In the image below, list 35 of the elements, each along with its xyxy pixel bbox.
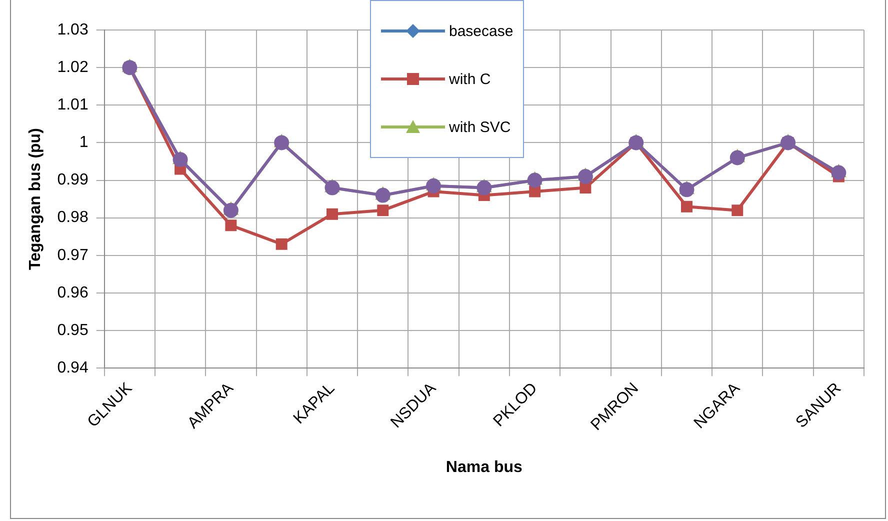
y-tick-label: 0.98 — [57, 209, 88, 226]
legend-label: basecase — [449, 22, 514, 40]
point — [324, 180, 340, 196]
point — [172, 152, 188, 168]
point — [681, 200, 692, 212]
point — [426, 178, 442, 194]
point — [276, 238, 288, 250]
y-tick-label: 1.03 — [57, 21, 88, 38]
point — [527, 172, 542, 188]
y-tick-label: 1 — [79, 134, 88, 152]
point — [580, 182, 592, 194]
y-tick-label: 0.94 — [57, 360, 88, 377]
point — [274, 135, 290, 150]
point — [476, 180, 492, 196]
point — [223, 202, 238, 218]
point — [730, 150, 745, 166]
y-tick-label: 1.01 — [57, 96, 88, 114]
point — [326, 208, 338, 220]
y-tick-label: 0.96 — [57, 284, 88, 302]
legend-label: with C — [449, 70, 491, 88]
point — [375, 188, 390, 203]
y-tick-label: 0.99 — [57, 172, 88, 189]
point — [377, 204, 389, 216]
point — [529, 186, 541, 198]
y-tick-label: 1.02 — [57, 58, 88, 76]
point — [831, 165, 846, 180]
y-axis-title: Tegangan bus (pu) — [27, 128, 44, 270]
y-tick-label: 0.95 — [57, 322, 88, 339]
x-axis-title: Nama bus — [446, 458, 523, 476]
point — [679, 182, 694, 198]
point — [578, 169, 593, 184]
y-tick-label: 0.97 — [57, 246, 88, 264]
legend-label: with SVC — [449, 118, 511, 136]
point — [732, 204, 744, 216]
point — [225, 220, 237, 232]
